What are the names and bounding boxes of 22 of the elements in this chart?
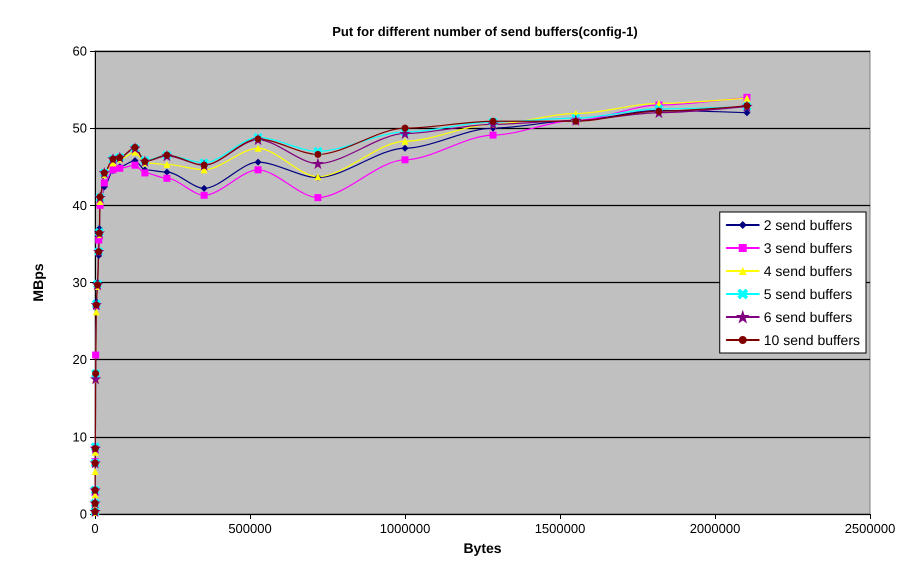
- y-tick-label: 40: [72, 198, 87, 213]
- x-axis-title: Bytes: [463, 540, 502, 556]
- y-tick-label: 20: [72, 352, 87, 368]
- y-axis-title: MBps: [30, 263, 46, 302]
- legend-label: 3 send buffers: [764, 240, 852, 256]
- legend-label: 10 send buffers: [764, 332, 860, 348]
- y-tick-label: 30: [72, 275, 87, 290]
- legend-label: 5 send buffers: [764, 286, 852, 302]
- x-tick-label: 1000000: [380, 521, 430, 536]
- y-tick-label: 60: [72, 44, 87, 58]
- y-tick-label: 10: [72, 429, 87, 444]
- chart-title: Put for different number of send buffers(config-1): [332, 24, 638, 39]
- y-tick-label: 50: [72, 120, 87, 136]
- x-tick-label: 2500000: [844, 521, 896, 536]
- legend-label: 4 send buffers: [764, 263, 852, 279]
- x-tick-label: 2000000: [690, 521, 740, 536]
- legend-label: 6 send buffers: [764, 309, 852, 325]
- y-tick-label: 0: [80, 506, 87, 522]
- x-tick-label: 500000: [228, 521, 272, 536]
- x-tick-label: 0: [91, 521, 99, 536]
- x-tick-label: 1500000: [534, 521, 586, 536]
- legend-label: 2 send buffers: [764, 217, 852, 233]
